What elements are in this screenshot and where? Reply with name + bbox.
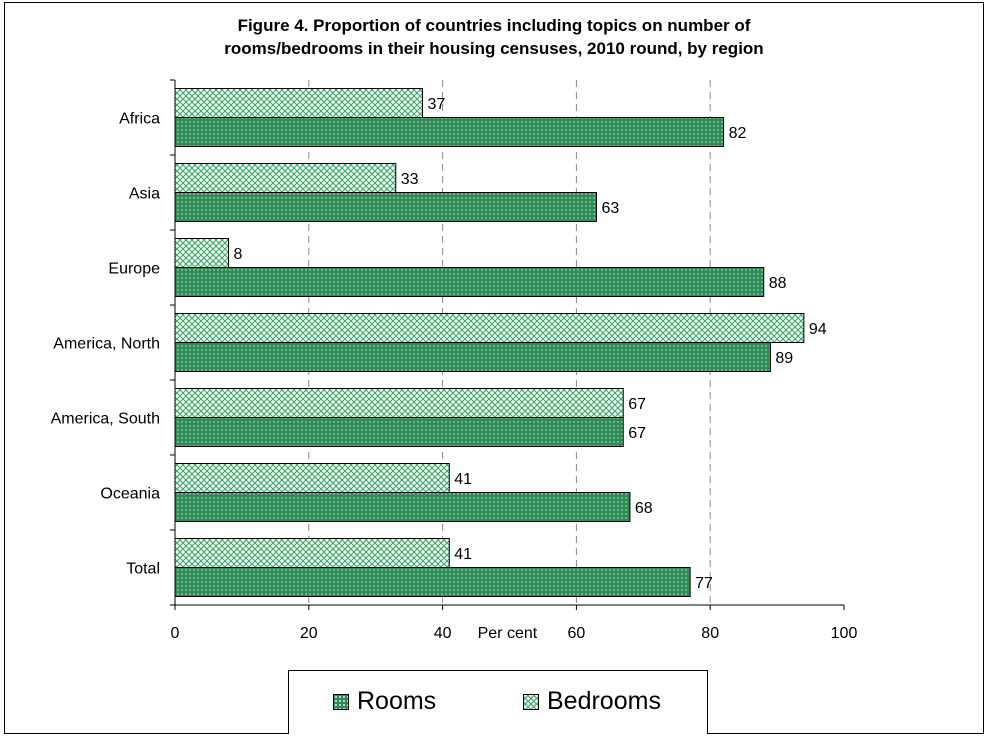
category-label: Asia [129, 186, 160, 203]
bar-rooms-europe [174, 267, 765, 297]
legend-label-bedrooms: Bedrooms [547, 687, 661, 715]
bar-rooms-asia [174, 192, 597, 222]
data-label: 88 [769, 275, 787, 292]
legend-item-bedrooms: Bedrooms [523, 687, 661, 716]
x-tick-label: 60 [568, 625, 586, 642]
x-tick-label: 80 [701, 625, 719, 642]
category-label: Europe [108, 261, 160, 278]
x-tick-label: 20 [300, 625, 318, 642]
x-tick-label: 100 [831, 625, 858, 642]
data-label: 68 [635, 500, 653, 517]
data-label: 8 [234, 246, 243, 263]
bar-bedrooms-europe [174, 238, 230, 268]
bar-chart: 3782Africa3363Asia888Europe9489America, … [51, 79, 858, 642]
legend-item-rooms: Rooms [333, 687, 436, 716]
bar-rooms-total [174, 567, 691, 597]
bar-rooms-oceania [174, 492, 631, 522]
bar-bedrooms-oceania [174, 463, 450, 493]
bar-bedrooms-america-south [174, 388, 624, 418]
bar-bedrooms-africa [174, 88, 424, 118]
bar-bedrooms-asia [174, 163, 397, 193]
data-label: 82 [729, 125, 747, 142]
legend-swatch-bedrooms [523, 693, 539, 710]
category-label: America, North [53, 336, 160, 353]
data-label: 67 [628, 425, 646, 442]
x-axis-title: Per cent [478, 625, 538, 642]
bar-bedrooms-total [174, 538, 450, 568]
category-label: Africa [119, 111, 160, 128]
data-label: 63 [601, 200, 619, 217]
x-tick-label: 40 [434, 625, 452, 642]
data-label: 89 [775, 350, 793, 367]
data-label: 37 [428, 96, 446, 113]
data-label: 67 [628, 396, 646, 413]
category-label: Oceania [100, 486, 160, 503]
bar-rooms-america-north [174, 342, 771, 372]
legend-swatch-rooms [333, 693, 349, 710]
legend-label-rooms: Rooms [357, 687, 437, 715]
category-label: Total [126, 561, 160, 578]
data-label: 77 [695, 575, 713, 592]
data-label: 94 [809, 321, 827, 338]
data-label: 33 [401, 171, 419, 188]
chart-title-line-2: rooms/bedrooms in their housing censuses… [224, 39, 764, 58]
x-tick-label: 0 [171, 625, 180, 642]
chart-title-line-1: Figure 4. Proportion of countries includ… [237, 16, 751, 35]
bar-bedrooms-america-north [174, 313, 805, 343]
category-label: America, South [51, 411, 160, 428]
data-label: 41 [454, 546, 472, 563]
chart-legend: Rooms Bedrooms [288, 670, 708, 734]
bar-rooms-africa [174, 117, 725, 147]
data-label: 41 [454, 471, 472, 488]
bar-rooms-america-south [174, 417, 624, 447]
